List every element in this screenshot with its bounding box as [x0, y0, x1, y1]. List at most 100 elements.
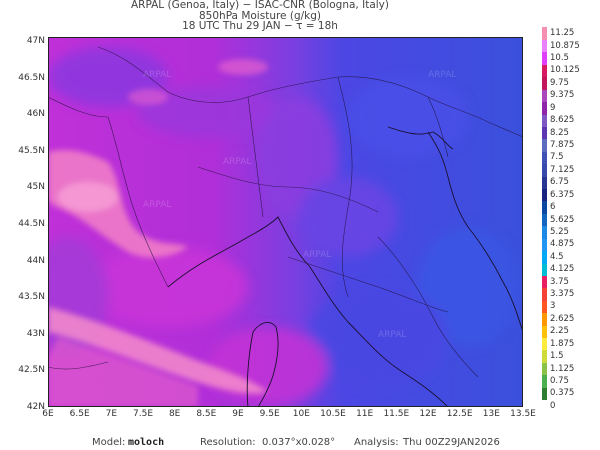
lon-tick-label: 8.5E — [196, 409, 217, 419]
colorbar-segment — [542, 349, 547, 363]
colorbar-label: 6.75 — [550, 177, 569, 188]
colorbar-segment — [542, 213, 547, 227]
colorbar-segment — [542, 362, 547, 376]
colorbar-label: 1.5 — [550, 351, 564, 362]
colorbar-label: 6 — [550, 202, 556, 213]
colorbar-label: 9.375 — [550, 90, 575, 101]
coastlines — [167, 126, 523, 407]
colorbar-label: 4.125 — [550, 264, 575, 275]
colorbar-label: 4.875 — [550, 239, 575, 250]
colorbar-label: 2.625 — [550, 313, 575, 324]
colorbar-label: 7.875 — [550, 139, 575, 150]
watermark-text: ARPAL — [428, 70, 456, 80]
colorbar-segment — [542, 300, 547, 314]
colorbar-segment — [542, 262, 547, 276]
colorbar-label: 11.25 — [550, 28, 575, 39]
lon-tick-label: 13E — [482, 409, 500, 419]
watermark-text: ARPAL — [303, 250, 331, 260]
colorbar-segment — [542, 39, 547, 53]
colorbar-label: 0 — [550, 400, 556, 411]
map-title: 850hPa Moisture (g/kg) — [199, 10, 321, 22]
model-label: Model: — [92, 437, 126, 448]
colorbar — [542, 27, 547, 413]
colorbar-segment — [542, 76, 547, 90]
watermark-text: ARPAL — [143, 70, 171, 80]
colorbar-label: 0.375 — [550, 388, 575, 399]
lon-tick-label: 12.5E — [446, 409, 473, 419]
watermark-text: ARPAL — [378, 330, 406, 340]
watermark-text: ARPAL — [143, 200, 171, 210]
lat-tick-label: 47N — [26, 36, 45, 46]
colorbar-label: 10.125 — [550, 65, 580, 76]
colorbar-label: 9 — [550, 102, 556, 113]
colorbar-segment — [542, 238, 547, 252]
colorbar-label: 8.625 — [550, 115, 575, 126]
colorbar-segment — [542, 374, 547, 388]
model-value: moloch — [128, 437, 165, 448]
map-svg: ARPAL ARPAL ARPAL ARPAL ARPAL ARPAL — [48, 37, 523, 407]
colorbar-segment — [542, 287, 547, 301]
colorbar-segment — [542, 387, 547, 401]
colorbar-label: 1.875 — [550, 338, 575, 349]
analysis-value: Thu 00Z29JAN2026 — [403, 437, 500, 448]
lon-tick-label: 7.5E — [133, 409, 153, 419]
lon-tick-label: 9E — [232, 409, 244, 419]
colorbar-segment — [542, 399, 547, 413]
colorbar-label: 1.125 — [550, 363, 575, 374]
colorbar-label: 10.5 — [550, 53, 569, 64]
lat-tick-label: 42.5N — [18, 365, 45, 376]
colorbar-label: 5.625 — [550, 214, 575, 225]
lat-tick-label: 46.5N — [18, 72, 45, 83]
lon-tick-label: 11.5E — [383, 409, 410, 419]
lon-tick-label: 11E — [356, 409, 374, 419]
colorbar-segment — [542, 225, 547, 239]
lat-tick-label: 43N — [26, 328, 45, 339]
watermark-text: ARPAL — [223, 157, 251, 167]
borders — [48, 46, 523, 378]
colorbar-label: 10.875 — [550, 40, 580, 51]
lon-tick-label: 10E — [292, 409, 310, 419]
resolution-label: Resolution: — [200, 437, 256, 448]
colorbar-segment — [542, 312, 547, 326]
colorbar-segment — [542, 113, 547, 127]
colorbar-label: 2.25 — [550, 326, 569, 337]
colorbar-segment — [542, 101, 547, 115]
colorbar-label: 5.25 — [550, 226, 569, 237]
resolution-value: 0.037°x0.028° — [262, 437, 336, 448]
colorbar-segment — [542, 176, 547, 190]
forecast-time: 18 UTC Thu 29 JAN − τ = 18h — [182, 20, 338, 32]
lon-tick-label: 10.5E — [320, 409, 346, 419]
lat-tick-label: 44N — [26, 255, 45, 266]
colorbar-segment — [542, 151, 547, 165]
lon-tick-label: 6E — [42, 409, 54, 419]
plot-frame — [48, 37, 523, 407]
lat-tick-label: 45.5N — [18, 145, 45, 156]
lon-tick-label: 8E — [168, 409, 181, 419]
colorbar-label: 9.75 — [550, 77, 569, 88]
lon-tick-label: 7E — [105, 409, 118, 419]
colorbar-segment — [542, 64, 547, 78]
colorbar-label: 3 — [550, 301, 556, 312]
lat-tick-label: 43.5N — [18, 292, 45, 303]
colorbar-label: 7.5 — [550, 152, 564, 163]
header-line-1: ARPAL (Genoa, Italy) − ISAC-CNR (Bologna… — [130, 0, 389, 11]
lat-tick-label: 44.5N — [18, 219, 45, 229]
colorbar-segment — [542, 337, 547, 351]
lat-tick-label: 46N — [26, 109, 45, 120]
lon-tick-label: 12E — [419, 409, 437, 419]
colorbar-label: 7.125 — [550, 164, 575, 175]
colorbar-label: 0.75 — [550, 375, 569, 386]
colorbar-segment — [542, 126, 547, 140]
colorbar-label: 3.375 — [550, 289, 575, 300]
moisture-map[interactable]: ARPAL ARPAL ARPAL ARPAL ARPAL ARPAL — [48, 37, 523, 407]
colorbar-label: 4.5 — [550, 251, 564, 262]
colorbar-label: 8.25 — [550, 127, 569, 138]
analysis-label: Analysis: — [354, 437, 399, 448]
colorbar-segment — [542, 163, 547, 177]
colorbar-segment — [542, 51, 547, 65]
lon-tick-label: 9.5E — [259, 409, 280, 419]
lon-tick-label: 6.5E — [69, 409, 90, 419]
colorbar-segment — [542, 325, 547, 339]
colorbar-segment — [542, 89, 547, 103]
colorbar-segment — [542, 250, 547, 264]
